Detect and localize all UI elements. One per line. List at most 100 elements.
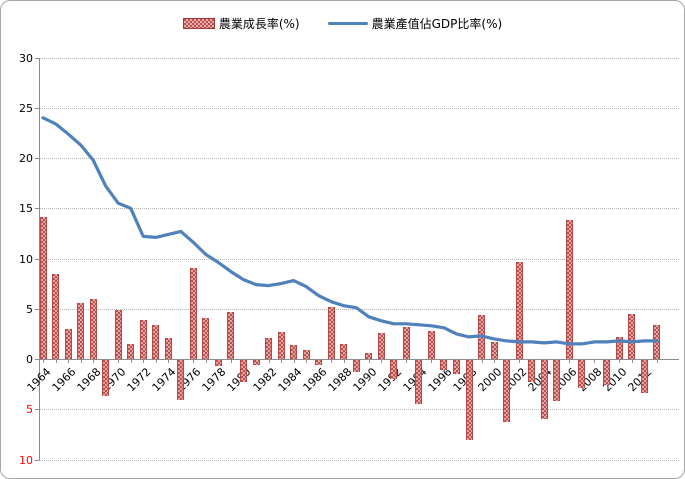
x-axis-line (39, 359, 679, 360)
x-axis-tick (230, 360, 232, 363)
x-axis-tick (619, 360, 621, 363)
bar-1995 (427, 330, 435, 359)
bar-1987 (327, 306, 335, 359)
bar-1970 (114, 309, 122, 359)
y-axis-tick (35, 107, 39, 109)
bar-1968 (89, 298, 97, 359)
bar-1979 (227, 311, 235, 359)
x-axis-tick (168, 360, 170, 363)
bar-1974 (164, 337, 172, 359)
x-axis-tick (431, 360, 433, 363)
bar-1978 (214, 360, 222, 367)
y-axis-label: 0 (26, 353, 33, 366)
line-series-swatch-icon (327, 22, 368, 25)
y-axis-label: 20 (19, 152, 33, 165)
x-axis-tick (55, 360, 57, 363)
bar-1983 (277, 331, 285, 359)
gridline (39, 57, 679, 59)
bar-1997 (452, 360, 460, 375)
bar-2007 (578, 360, 586, 389)
bar-1973 (152, 324, 160, 359)
x-axis-tick (343, 360, 345, 363)
x-axis-tick (519, 360, 521, 363)
y-axis-label: 5 (26, 403, 33, 417)
y-axis-label: 25 (19, 101, 33, 115)
y-axis-tick (35, 57, 39, 59)
bar-2009 (603, 360, 611, 386)
gridline (39, 409, 679, 411)
y-axis-label: 15 (19, 202, 33, 216)
bar-1986 (315, 360, 323, 366)
x-axis-tick (381, 360, 383, 363)
y-axis-tick (35, 158, 39, 159)
x-axis-tick (155, 360, 157, 363)
bar-2006 (565, 220, 573, 359)
legend-item-gdp-ratio: 農業產值佔GDP比率(%) (327, 15, 503, 32)
bar-1967 (77, 302, 85, 359)
y-axis-label: 5 (26, 302, 33, 316)
y-axis-tick (35, 208, 39, 210)
x-axis-tick (281, 360, 283, 363)
bar-1966 (64, 328, 72, 359)
bar-2012 (640, 360, 648, 394)
x-axis-tick (193, 360, 195, 363)
x-axis-tick (293, 360, 295, 363)
x-axis-tick (130, 360, 132, 363)
gridline (39, 459, 679, 461)
bar-2001 (503, 360, 511, 423)
bar-1972 (139, 319, 147, 359)
x-axis-tick (68, 360, 70, 363)
bar-1993 (402, 326, 410, 359)
bar-1998 (465, 360, 473, 441)
x-axis-tick (368, 360, 370, 363)
x-axis-tick (80, 360, 82, 363)
bar-1991 (377, 332, 385, 359)
bar-series-swatch-icon (182, 18, 215, 29)
bar-1989 (352, 360, 360, 373)
x-axis-tick (118, 360, 120, 363)
gridline (39, 258, 679, 260)
y-axis-tick (35, 459, 39, 461)
bar-1971 (127, 343, 135, 359)
bar-1981 (252, 360, 260, 366)
bar-1990 (365, 352, 373, 359)
bar-2004 (540, 360, 548, 420)
x-axis-tick (93, 360, 95, 363)
bar-1969 (102, 360, 110, 397)
x-axis-tick (656, 360, 658, 363)
x-axis-tick (306, 360, 308, 363)
bar-1976 (189, 267, 197, 359)
line-series-label: 農業產值佔GDP比率(%) (371, 17, 503, 31)
gridline (39, 158, 679, 159)
bar-2010 (615, 336, 623, 359)
bar-1964 (39, 217, 47, 359)
x-axis-tick (569, 360, 571, 363)
bar-1996 (440, 360, 448, 371)
bar-1980 (239, 360, 247, 383)
x-axis-tick (331, 360, 333, 363)
x-axis-tick (594, 360, 596, 363)
legend-item-growth-rate: 農業成長率(%) (182, 15, 300, 32)
y-axis-tick (35, 308, 39, 310)
x-axis-tick (43, 360, 44, 363)
bar-1994 (415, 360, 423, 405)
y-axis-label: 10 (19, 453, 33, 467)
y-axis-tick (35, 359, 39, 360)
x-axis-tick (143, 360, 145, 363)
x-axis-tick (406, 360, 408, 363)
bar-1984 (290, 344, 298, 359)
bar-2011 (628, 313, 636, 359)
gridline (39, 208, 679, 210)
y-axis-label: 10 (19, 252, 33, 266)
bar-1965 (52, 273, 60, 359)
y-axis-tick (35, 409, 39, 411)
bar-1985 (302, 349, 310, 359)
chart-legend: 農業成長率(%) 農業產值佔GDP比率(%) (1, 15, 684, 32)
bar-2000 (490, 341, 498, 359)
bar-1975 (177, 360, 185, 401)
x-axis-tick (494, 360, 496, 363)
bar-1982 (265, 337, 273, 359)
x-axis-tick (481, 360, 483, 363)
